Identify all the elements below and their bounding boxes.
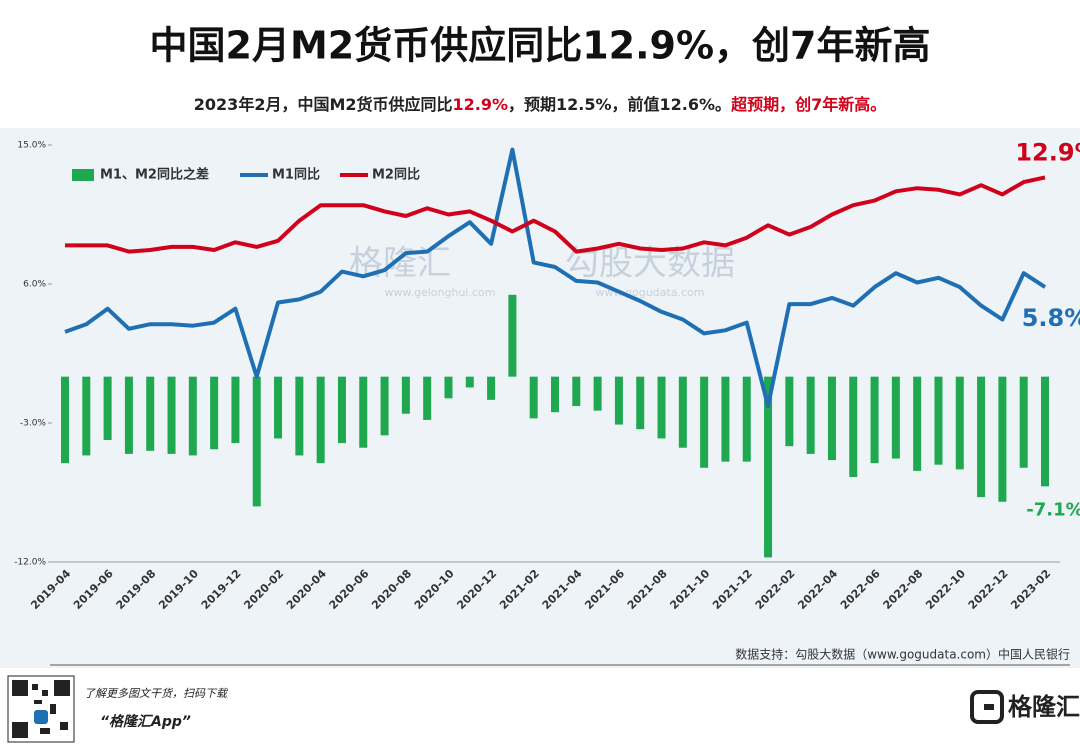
y-tick-label: -12.0% xyxy=(14,558,46,568)
y-tick-label: -3.0% xyxy=(20,419,47,429)
subtitle-part: ，预期12.5%，前值12.6%。 xyxy=(508,95,731,114)
bar xyxy=(551,376,559,413)
legend-label: M1同比 xyxy=(272,167,320,183)
value-label: 12.9% xyxy=(1015,138,1080,166)
bar xyxy=(998,376,1007,502)
bar xyxy=(146,376,155,451)
bar xyxy=(764,376,773,558)
bar xyxy=(61,376,69,464)
bar xyxy=(955,376,964,470)
bar xyxy=(827,376,836,461)
bar xyxy=(891,376,900,459)
bar xyxy=(252,376,261,507)
bar xyxy=(508,294,517,377)
bar xyxy=(380,376,389,436)
bar xyxy=(678,376,687,448)
bar xyxy=(742,376,751,462)
bar xyxy=(657,376,666,439)
line xyxy=(65,175,1046,254)
bar xyxy=(231,376,240,444)
bar xyxy=(529,376,538,419)
legend-swatch xyxy=(72,169,94,181)
bar xyxy=(636,376,645,430)
legend-label: M2同比 xyxy=(372,167,420,183)
line xyxy=(64,147,1047,408)
bar xyxy=(423,376,432,420)
bar xyxy=(977,376,986,498)
value-label: 5.8% xyxy=(1022,304,1080,332)
bar xyxy=(934,376,943,465)
logo-text: 格隆汇 xyxy=(1008,693,1080,721)
source: 数据支持：勾股大数据（www.gogudata.com）中国人民银行 xyxy=(735,647,1070,662)
footer-promo: 了解更多图文干货，扫码下载 xyxy=(84,687,229,700)
bar xyxy=(337,376,346,444)
bar xyxy=(465,376,474,388)
legend-label: M1、M2同比之差 xyxy=(100,167,209,183)
plot-background xyxy=(0,128,1080,668)
logo xyxy=(970,690,1004,724)
bar xyxy=(700,376,709,468)
subtitle-part: 超预期，创7年新高。 xyxy=(730,95,886,114)
y-tick-label: 15.0% xyxy=(17,141,46,151)
watermark: www.gelonghui.com xyxy=(385,286,496,299)
bar xyxy=(614,376,623,425)
bar xyxy=(913,376,922,471)
bar xyxy=(487,376,496,400)
bar xyxy=(849,376,858,478)
bar xyxy=(359,376,368,448)
bar xyxy=(401,376,410,414)
bar xyxy=(1019,376,1028,468)
bar xyxy=(316,376,325,464)
bar xyxy=(103,376,112,440)
bar xyxy=(444,376,453,399)
bar xyxy=(870,376,879,464)
bar xyxy=(806,376,815,454)
bar xyxy=(124,376,133,454)
bar xyxy=(572,376,581,407)
value-label: -7.1% xyxy=(1026,499,1080,520)
bar xyxy=(295,376,304,456)
chart-title: 中国2月M2货币供应同比12.9%，创7年新高 xyxy=(150,24,931,68)
subtitle-part: 2023年2月，中国M2货币供应同比 xyxy=(194,95,453,114)
bar xyxy=(274,376,283,439)
bar xyxy=(82,376,91,456)
bar xyxy=(167,376,176,454)
bar xyxy=(210,376,219,450)
bar xyxy=(593,376,602,411)
subtitle-part: 12.9% xyxy=(453,95,509,114)
bar xyxy=(1041,376,1049,487)
bar xyxy=(785,376,794,447)
qr-code xyxy=(7,675,75,743)
y-tick-label: 6.0% xyxy=(23,280,46,290)
footer-app: “格隆汇App” xyxy=(100,713,191,730)
subtitle: 2023年2月，中国M2货币供应同比12.9%，预期12.5%，前值12.6%。… xyxy=(194,95,886,114)
bar xyxy=(721,376,730,462)
bar xyxy=(188,376,197,456)
watermark: www.gogudata.com xyxy=(596,286,705,299)
